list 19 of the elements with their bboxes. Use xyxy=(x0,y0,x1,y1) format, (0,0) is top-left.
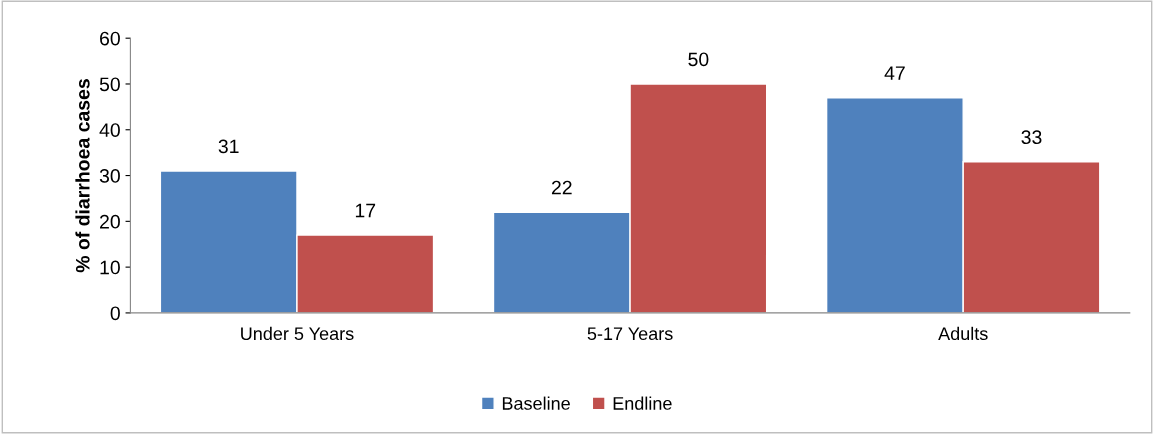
y-axis-title: % of diarrhoea cases xyxy=(75,79,90,273)
y-tick-label: 50 xyxy=(99,77,120,92)
legend-label: Baseline xyxy=(502,396,570,410)
y-tick-label: 10 xyxy=(100,260,120,275)
y-tick-label: 20 xyxy=(100,214,120,229)
y-tick-label: 30 xyxy=(99,169,120,183)
legend-label: Endline xyxy=(613,396,672,410)
data-label: 47 xyxy=(884,66,905,80)
y-tick-label: 40 xyxy=(99,123,120,137)
data-label: 17 xyxy=(355,203,376,218)
x-tick-label: 5-17 Years xyxy=(587,327,673,341)
data-label: 33 xyxy=(1021,130,1042,145)
data-label: 31 xyxy=(218,139,239,154)
data-label: 50 xyxy=(688,52,709,67)
y-tick-label: 60 xyxy=(100,31,120,46)
data-label: 22 xyxy=(551,180,572,195)
x-tick-label: Under 5 Years xyxy=(241,326,354,341)
x-tick-label: Adults xyxy=(938,326,988,341)
y-tick-label: 0 xyxy=(110,306,120,321)
